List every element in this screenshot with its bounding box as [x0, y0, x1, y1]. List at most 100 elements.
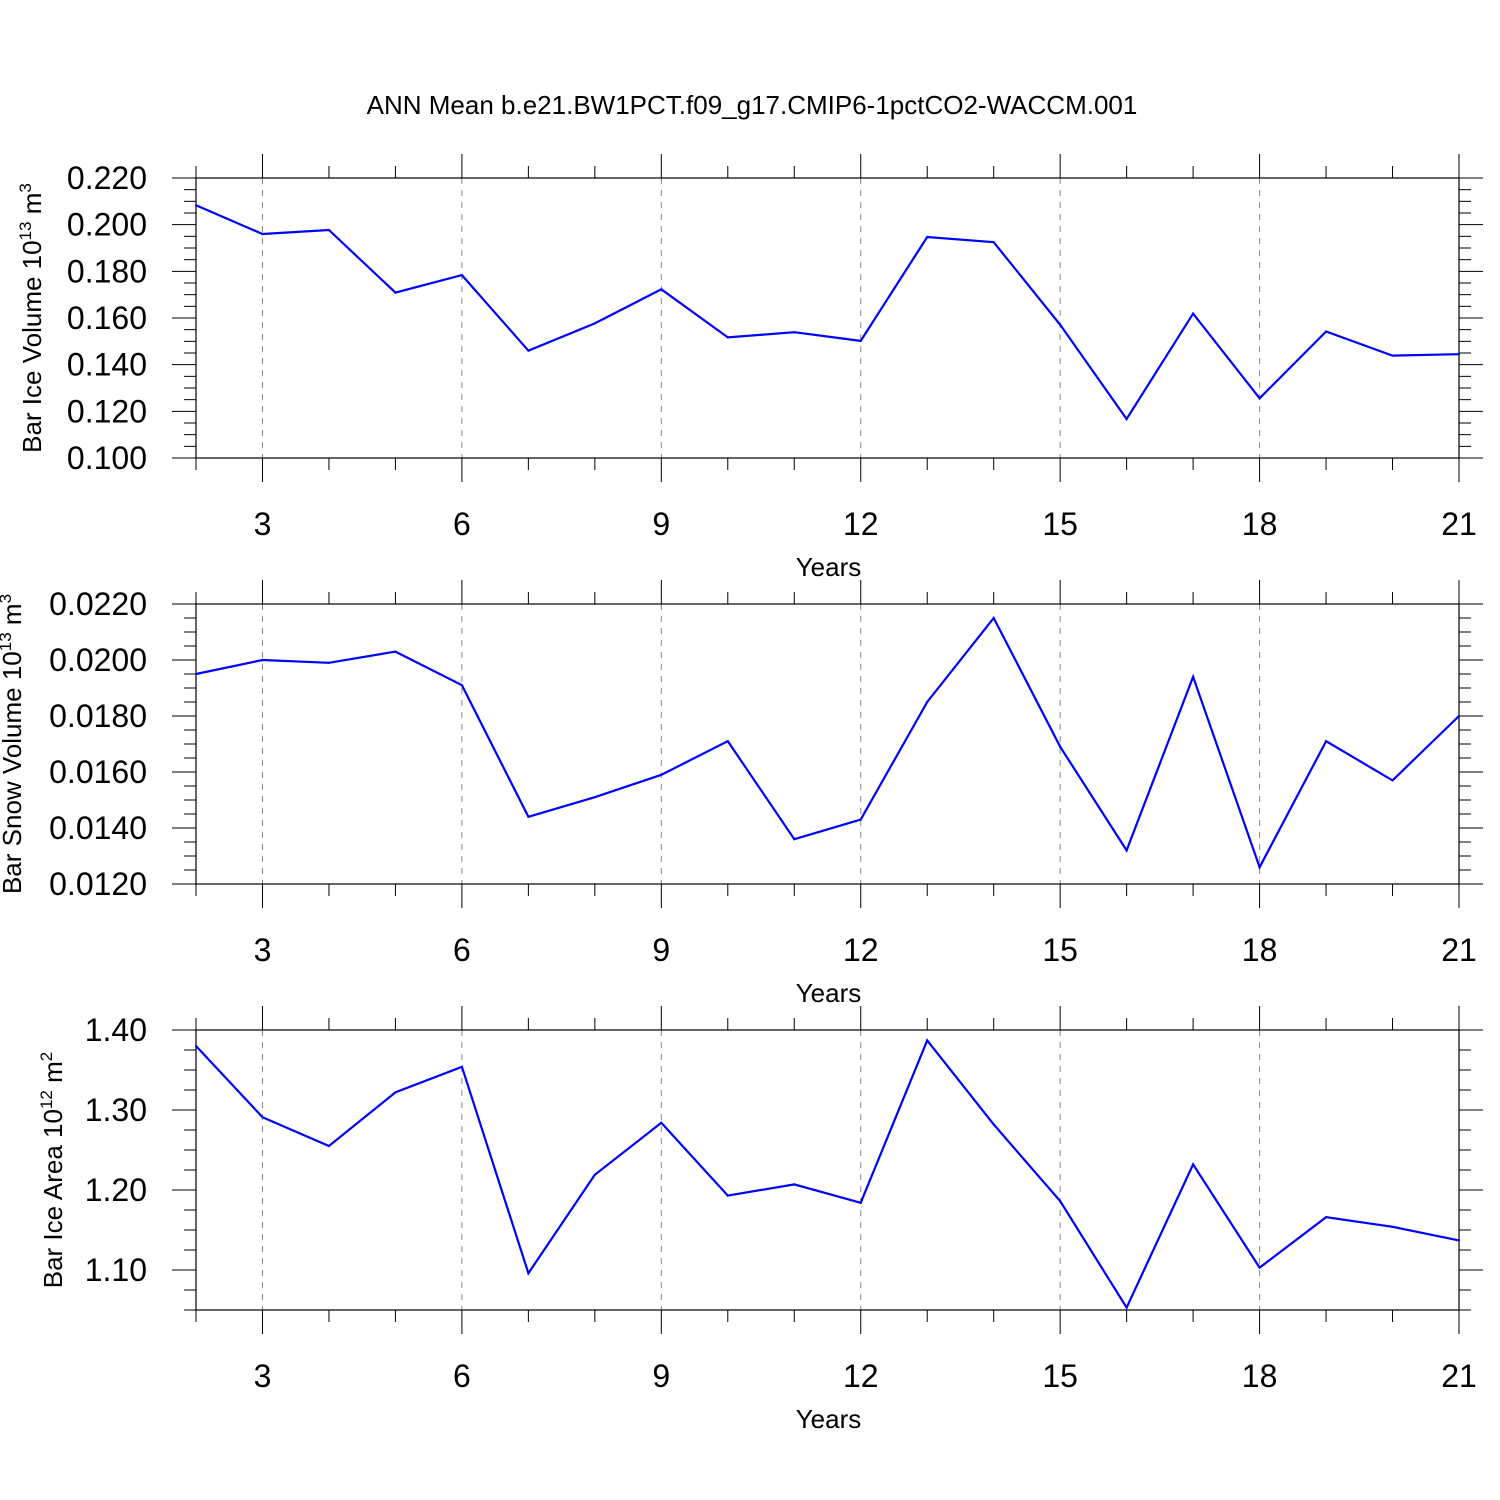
data-point — [726, 740, 729, 743]
data-point — [793, 1183, 796, 1186]
data-point — [1391, 779, 1394, 782]
data-point — [194, 204, 198, 207]
data-point — [926, 700, 929, 704]
y-tick-label: 0.220 — [67, 160, 147, 196]
y-tick-label: 0.160 — [67, 300, 147, 336]
data-point — [460, 273, 463, 277]
data-point — [1125, 1306, 1128, 1309]
data-point — [261, 658, 264, 662]
data-point — [926, 235, 929, 239]
x-tick-label: 18 — [1242, 1358, 1278, 1394]
data-point — [793, 331, 796, 334]
x-tick-label: 3 — [254, 506, 272, 542]
x-tick-label: 21 — [1441, 1358, 1477, 1394]
x-tick-label: 21 — [1441, 932, 1477, 968]
data-point — [1457, 353, 1461, 356]
data-point — [1192, 312, 1195, 315]
data-point — [527, 815, 530, 818]
y-tick-label: 0.120 — [67, 393, 147, 429]
data-point — [593, 796, 596, 799]
data-point — [327, 228, 331, 232]
y-tick-label: 0.140 — [67, 347, 147, 383]
data-point — [1258, 397, 1261, 400]
y-axis-label: Bar Ice Area 1012 m2 — [37, 1052, 68, 1289]
panel-3: 3 6 9 12 15 18 21 1.10 1.20 1.30 1.40 Years Bar Ice … — [37, 1006, 1483, 1434]
data-point — [726, 336, 729, 339]
data-point — [394, 650, 397, 653]
y-tick-label: 0.0140 — [49, 810, 147, 846]
y-tick-label: 1.20 — [85, 1172, 147, 1208]
panel-2: 3 6 9 12 15 18 21 0.0120 0.0140 0.0160 0.0180 0.020… — [0, 580, 1483, 1008]
y-axis-label: Bar Ice Volume 1013 m3 — [16, 183, 47, 453]
data-point — [660, 773, 663, 776]
y-tick-label: 0.0200 — [49, 642, 147, 678]
data-point — [660, 288, 663, 291]
data-point — [593, 1173, 596, 1176]
y-tick-label: 0.200 — [67, 207, 147, 243]
data-point — [460, 684, 463, 687]
data-point — [460, 1065, 463, 1068]
data-point — [859, 1201, 862, 1204]
data-point — [1192, 1163, 1195, 1166]
data-point — [1391, 1225, 1394, 1228]
data-point — [527, 1272, 530, 1275]
series-line — [195, 204, 1460, 421]
y-axis-label: Bar Snow Volume 1013 m3 — [0, 594, 27, 894]
x-axis-label: Years — [796, 978, 862, 1008]
data-point — [1258, 1266, 1261, 1269]
x-tick-label: 18 — [1242, 932, 1278, 968]
data-point — [992, 1123, 995, 1126]
panel-1: 3 6 9 12 15 18 21 0.100 0.120 0.140 0.160 0.180 0.20… — [16, 154, 1483, 582]
y-tick-label: 1.40 — [85, 1012, 147, 1048]
data-point — [1258, 866, 1261, 869]
data-point — [1059, 1200, 1062, 1203]
data-point — [1324, 1216, 1328, 1219]
x-tick-label: 6 — [453, 506, 471, 542]
data-point — [327, 661, 331, 664]
series-line — [195, 615, 1460, 870]
data-point — [793, 838, 796, 841]
y-tick-label: 0.100 — [67, 440, 147, 476]
y-tick-label: 0.0160 — [49, 754, 147, 790]
data-point — [1324, 330, 1328, 333]
data-point — [1059, 745, 1062, 748]
data-point — [1059, 323, 1062, 326]
data-point — [394, 291, 397, 294]
data-point — [859, 339, 862, 342]
data-point — [726, 1194, 729, 1197]
y-tick-label: 1.30 — [85, 1092, 147, 1128]
data-point — [194, 672, 198, 676]
y-tick-label: 0.0220 — [49, 586, 147, 622]
x-tick-label: 18 — [1242, 506, 1278, 542]
data-point — [859, 818, 862, 821]
series-line — [195, 1038, 1460, 1310]
data-point — [261, 1116, 264, 1119]
data-point — [1125, 417, 1128, 421]
x-tick-label: 6 — [453, 932, 471, 968]
x-tick-label: 21 — [1441, 506, 1477, 542]
data-point — [261, 232, 264, 236]
y-tick-label: 0.0120 — [49, 866, 147, 902]
y-tick-label: 0.180 — [67, 253, 147, 289]
x-tick-label: 9 — [652, 1358, 670, 1394]
x-tick-label: 12 — [843, 1358, 879, 1394]
x-tick-label: 9 — [652, 932, 670, 968]
data-point — [327, 1144, 331, 1148]
data-point — [1457, 1239, 1461, 1242]
x-axis-label: Years — [796, 552, 862, 582]
x-tick-label: 12 — [843, 506, 879, 542]
data-point — [194, 1044, 198, 1048]
x-tick-label: 3 — [254, 1358, 272, 1394]
data-point — [1391, 354, 1394, 357]
data-point — [926, 1039, 929, 1042]
data-point — [527, 349, 530, 352]
x-tick-label: 12 — [843, 932, 879, 968]
x-tick-label: 9 — [652, 506, 670, 542]
x-tick-label: 3 — [254, 932, 272, 968]
y-tick-label: 0.0180 — [49, 698, 147, 734]
x-tick-label: 15 — [1042, 932, 1078, 968]
data-point — [394, 1091, 397, 1094]
data-point — [1192, 675, 1195, 678]
y-tick-label: 1.10 — [85, 1252, 147, 1288]
